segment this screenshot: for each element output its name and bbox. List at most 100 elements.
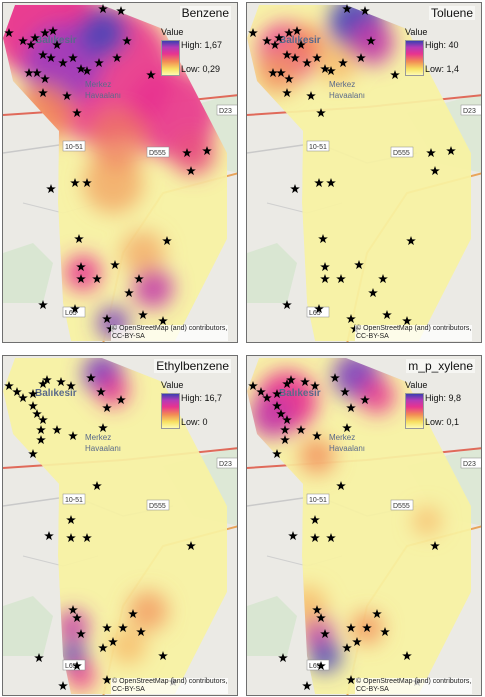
hotspots	[57, 358, 168, 690]
station-marker-icon	[158, 651, 168, 661]
station-marker-icon	[38, 379, 48, 389]
legend: Value High: 9,8 Low: 0,1	[405, 380, 481, 429]
station-marker-icon	[402, 651, 412, 661]
station-marker-icon	[302, 58, 312, 68]
road-d23-label: D23	[219, 108, 232, 115]
monitoring-stations	[248, 373, 440, 691]
city-label: Balıkesir	[279, 388, 321, 399]
station-marker-icon	[134, 274, 144, 284]
station-marker-icon	[40, 74, 50, 84]
station-marker-icon	[48, 26, 58, 36]
station-marker-icon	[274, 33, 284, 43]
monitoring-stations	[4, 4, 212, 334]
station-marker-icon	[336, 274, 346, 284]
road-l65-label: L65	[309, 663, 321, 670]
legend-high: High: 16,7	[181, 393, 223, 403]
attribution-line: © OpenStreetMap (and) contributors,	[112, 678, 228, 685]
station-marker-icon	[360, 6, 370, 16]
station-marker-icon	[102, 623, 112, 633]
station-marker-icon	[46, 53, 56, 63]
hotspot	[255, 51, 299, 95]
station-marker-icon	[62, 91, 72, 101]
station-marker-icon	[336, 481, 346, 491]
station-marker-icon	[82, 533, 92, 543]
station-marker-icon	[326, 178, 336, 188]
station-marker-icon	[248, 28, 258, 38]
road-d23-label: D23	[219, 461, 232, 468]
station-marker-icon	[36, 425, 46, 435]
map-attribution: © OpenStreetMap (and) contributors, CC-B…	[111, 325, 229, 341]
station-marker-icon	[318, 234, 328, 244]
district-label: Merkez	[329, 80, 355, 89]
station-marker-icon	[92, 481, 102, 491]
station-marker-icon	[320, 629, 330, 639]
station-marker-icon	[272, 389, 282, 399]
map-panel-toluene: Balıkesir Merkez Havaalanı D555 10-51 D23 L65 …	[246, 2, 482, 343]
station-marker-icon	[72, 613, 82, 623]
legend-low: Low: 0	[181, 417, 208, 427]
road-1051-label: 10-51	[309, 497, 327, 504]
concentration-surface	[3, 5, 227, 341]
park-area	[247, 596, 297, 656]
legend-title: Value	[161, 27, 184, 37]
station-marker-icon	[368, 288, 378, 298]
station-marker-icon	[326, 66, 336, 76]
station-marker-icon	[24, 68, 34, 78]
site-boundary-fill	[3, 358, 227, 694]
road-1051-label-badge	[62, 140, 86, 152]
monitoring-stations	[4, 373, 196, 691]
station-marker-icon	[292, 26, 302, 36]
station-marker-icon	[276, 409, 286, 419]
station-marker-icon	[56, 377, 66, 387]
district-label: Merkez	[85, 433, 111, 442]
legend-high: High: 1,67	[181, 40, 223, 50]
station-marker-icon	[430, 541, 440, 551]
road-d23-label-badge	[216, 104, 237, 116]
road-1051-label-badge	[306, 493, 330, 505]
panel-title: m_p_xylene	[406, 359, 475, 373]
station-marker-icon	[112, 53, 122, 63]
station-marker-icon	[98, 423, 108, 433]
station-marker-icon	[286, 375, 296, 385]
station-marker-icon	[346, 623, 356, 633]
station-marker-icon	[282, 379, 292, 389]
park-area	[247, 243, 297, 303]
map-panel-ethylbenzene: Balıkesir Merkez Havaalanı D555 10-51 D23 L65 …	[2, 355, 238, 696]
station-marker-icon	[66, 533, 76, 543]
station-marker-icon	[316, 613, 326, 623]
station-marker-icon	[28, 449, 38, 459]
station-marker-icon	[38, 88, 48, 98]
airport-label: Havaalanı	[329, 444, 365, 453]
station-marker-icon	[182, 148, 192, 158]
station-marker-icon	[310, 515, 320, 525]
road-d23-label-badge	[460, 104, 481, 116]
map-canvas: Balıkesir Merkez Havaalanı D555 10-51 D23 L65	[3, 3, 237, 342]
station-marker-icon	[270, 40, 280, 50]
map-attribution: © OpenStreetMap (and) contributors, CC-B…	[111, 678, 229, 694]
site-boundary-fill	[247, 358, 471, 694]
attribution-line: CC-BY-SA	[112, 333, 145, 340]
station-marker-icon	[296, 40, 306, 50]
station-marker-icon	[314, 304, 324, 314]
station-marker-icon	[302, 681, 312, 691]
road-d555-label: D555	[149, 150, 166, 157]
legend-color-ramp	[161, 393, 180, 429]
concentration-surface	[3, 358, 227, 694]
attribution-line: CC-BY-SA	[112, 686, 145, 693]
station-marker-icon	[320, 262, 330, 272]
station-marker-icon	[110, 260, 120, 270]
road-1051-label: 10-51	[309, 144, 327, 151]
station-marker-icon	[320, 64, 330, 74]
station-marker-icon	[342, 643, 352, 653]
station-marker-icon	[340, 387, 350, 397]
airport-label: Havaalanı	[85, 91, 121, 100]
station-marker-icon	[46, 184, 56, 194]
station-marker-icon	[82, 66, 92, 76]
station-marker-icon	[326, 533, 336, 543]
station-marker-icon	[98, 643, 108, 653]
station-marker-icon	[68, 53, 78, 63]
panel-title: Toluene	[428, 6, 475, 20]
station-marker-icon	[186, 166, 196, 176]
station-marker-icon	[44, 531, 54, 541]
attribution-line: © OpenStreetMap (and) contributors,	[356, 678, 472, 685]
